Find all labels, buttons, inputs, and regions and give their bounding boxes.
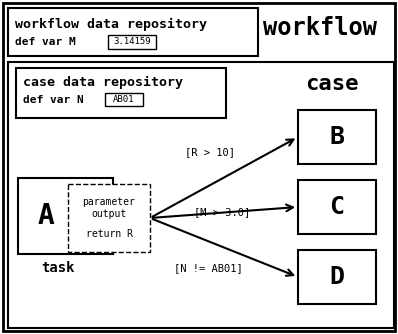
Bar (298, 250, 376, 304)
Text: workflow: workflow (263, 16, 377, 40)
Text: 3.14159: 3.14159 (113, 37, 151, 46)
Text: [M > 3.0]: [M > 3.0] (194, 207, 250, 217)
Bar (8, 8, 258, 56)
Text: A: A (38, 202, 55, 230)
Bar (8, 62, 394, 328)
Text: parameter: parameter (82, 197, 135, 207)
Text: workflow data repository: workflow data repository (15, 17, 207, 30)
Bar (298, 110, 376, 164)
Text: C: C (330, 195, 345, 219)
Text: AB01: AB01 (113, 96, 135, 105)
Bar (105, 93, 143, 106)
Bar (68, 184, 150, 252)
Text: task: task (41, 261, 74, 275)
Bar (298, 180, 376, 234)
Text: [R > 10]: [R > 10] (185, 147, 235, 157)
Text: D: D (330, 265, 345, 289)
Bar (18, 178, 113, 254)
Text: case: case (305, 74, 359, 94)
Bar (16, 68, 226, 118)
Text: B: B (330, 125, 345, 149)
Bar (108, 35, 156, 49)
Text: def var N: def var N (23, 95, 84, 105)
Text: return R: return R (86, 229, 133, 239)
Text: output: output (92, 209, 127, 219)
Text: def var M: def var M (15, 37, 76, 47)
Text: [N != AB01]: [N != AB01] (174, 263, 242, 273)
Text: case data repository: case data repository (23, 75, 183, 89)
